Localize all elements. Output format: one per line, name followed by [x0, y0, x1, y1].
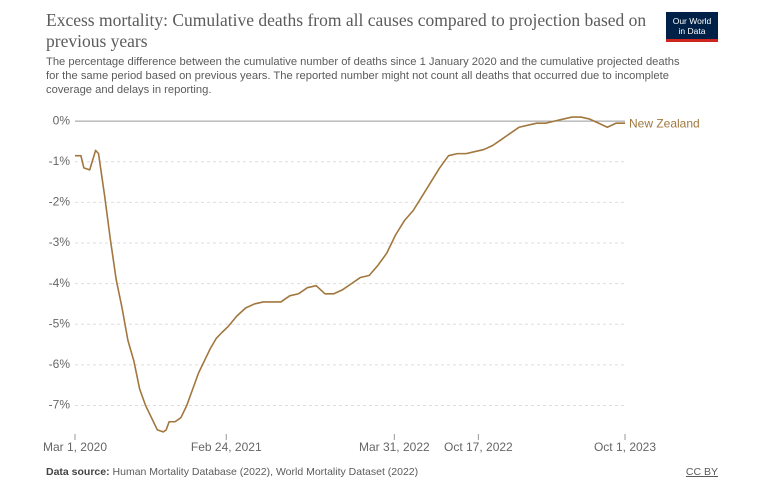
x-tick-label: Mar 1, 2020 [43, 440, 107, 454]
chart-title: Excess mortality: Cumulative deaths from… [46, 10, 647, 51]
x-tick-label: Mar 31, 2022 [359, 440, 430, 454]
y-tick-label: -4% [49, 276, 71, 290]
source-label: Data source: [46, 466, 110, 478]
source: Data source: Human Mortality Database (2… [46, 466, 418, 478]
logo-line: in Data [678, 25, 706, 36]
y-tick-label: -1% [49, 154, 71, 168]
series-label: New Zealand [629, 116, 700, 130]
logo-line: Our World [672, 16, 712, 26]
y-tick-label: -3% [49, 235, 71, 249]
logo[interactable]: Our World in Data [666, 12, 718, 42]
source-text: Human Mortality Database (2022), World M… [112, 466, 419, 478]
x-tick-label: Oct 17, 2022 [444, 440, 513, 454]
y-tick-label: -6% [49, 357, 71, 371]
line [75, 116, 625, 433]
license[interactable]: CC BY [685, 466, 718, 478]
y-tick-label: -2% [49, 195, 71, 209]
y-tick-label: 0% [53, 113, 71, 127]
y-tick-label: -7% [49, 398, 71, 412]
x-tick-label: Oct 1, 2023 [594, 440, 656, 454]
chart-subtitle: The percentage difference between the cu… [46, 56, 680, 96]
x-tick-label: Feb 24, 2021 [191, 440, 262, 454]
y-tick-label: -5% [49, 316, 71, 330]
